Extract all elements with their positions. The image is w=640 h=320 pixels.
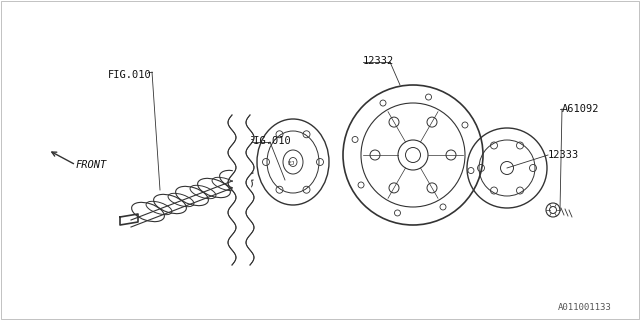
Text: A61092: A61092	[562, 104, 600, 114]
Text: EJ: EJ	[287, 161, 294, 166]
Text: FIG.010: FIG.010	[248, 136, 292, 146]
Text: 12332: 12332	[363, 56, 394, 66]
Text: A011001133: A011001133	[558, 303, 612, 312]
Text: FRONT: FRONT	[76, 160, 108, 170]
Bar	[233, 115, 250, 265]
Text: FIG.010: FIG.010	[108, 70, 152, 80]
Text: 12333: 12333	[548, 150, 579, 160]
